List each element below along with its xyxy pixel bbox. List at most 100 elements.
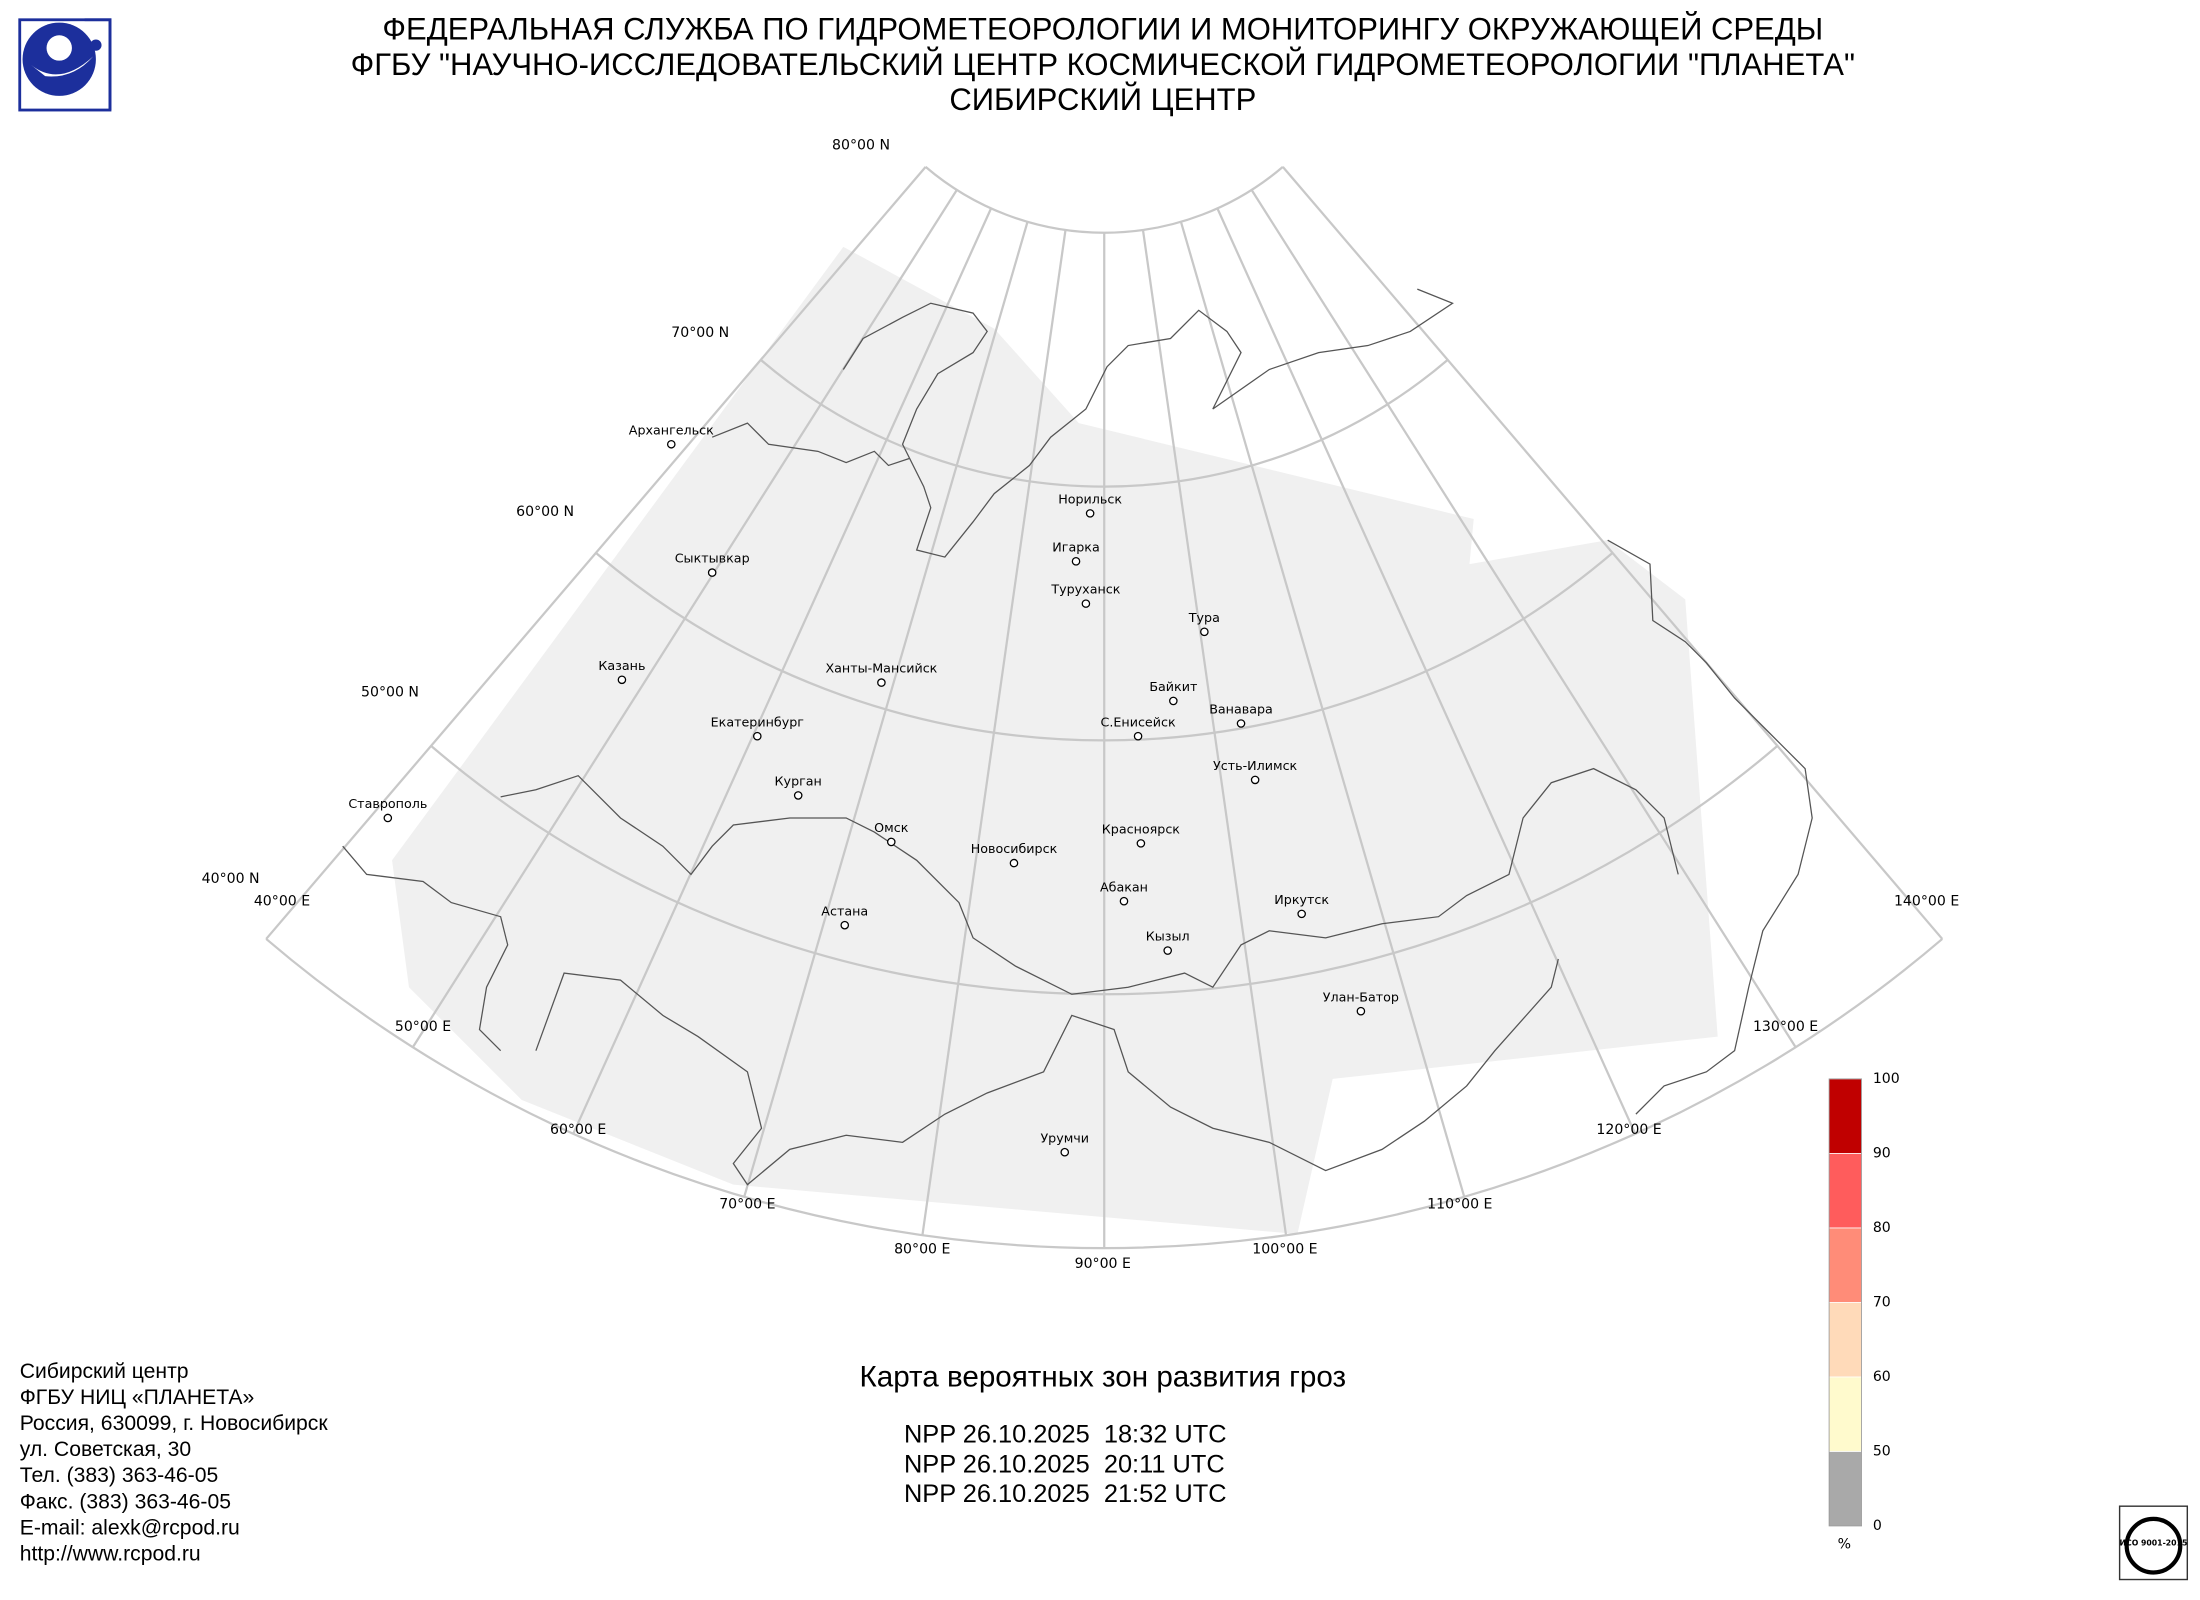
city-marker — [1356, 1006, 1366, 1016]
meridian-line — [1141, 229, 1288, 1236]
legend-frame — [1828, 1078, 1862, 1527]
meridian-line — [265, 166, 927, 940]
legend-tick-label: 0 — [1873, 1518, 1882, 1534]
city-label: Байкит — [1149, 679, 1198, 694]
city-label: Сыктывкар — [675, 551, 750, 566]
city-marker — [1250, 775, 1260, 785]
meridian-label: 130°00 E — [1753, 1019, 1818, 1035]
header-line: СИБИРСКИЙ ЦЕНТР — [949, 81, 1256, 117]
city-marker — [383, 813, 393, 823]
meridian-line — [1281, 166, 1944, 940]
header: ФЕДЕРАЛЬНАЯ СЛУЖБА ПО ГИДРОМЕТЕОРОЛОГИИ … — [351, 11, 1855, 118]
meridian-label: 120°00 E — [1596, 1122, 1661, 1138]
city-marker — [707, 568, 717, 577]
legend-swatch — [1828, 1451, 1862, 1527]
legend-swatch — [1828, 1227, 1862, 1303]
meridian-line — [1179, 221, 1466, 1198]
city-marker — [793, 791, 803, 800]
meridian-label: 70°00 E — [719, 1197, 775, 1213]
product-title: Карта вероятных зон развития гроз — [860, 1360, 1347, 1393]
meridian-line — [1250, 189, 1797, 1048]
legend-swatch — [1828, 1153, 1862, 1229]
iso-logo: ИСО 9001-2015 — [2118, 1505, 2189, 1581]
pass-time: NPP 26.10.2025 20:11 UTC — [904, 1450, 1225, 1478]
meridian-line — [572, 207, 993, 1135]
city-label: С.Енисейск — [1101, 714, 1176, 729]
meridian-line — [411, 189, 958, 1048]
city-label: Усть-Илимск — [1213, 758, 1298, 773]
city-label: Туруханск — [1050, 582, 1120, 597]
meridian-label: 90°00 E — [1075, 1256, 1131, 1272]
city-marker — [753, 731, 762, 741]
city-label: Иркутск — [1274, 892, 1329, 907]
city-marker — [1060, 1147, 1070, 1157]
header-line: ФЕДЕРАЛЬНАЯ СЛУЖБА ПО ГИДРОМЕТЕОРОЛОГИИ … — [382, 11, 1823, 47]
city-label: Архангельск — [629, 422, 714, 437]
parallel-line — [924, 165, 1284, 234]
meridian-line — [1216, 207, 1637, 1135]
meridian-label: 80°00 E — [894, 1242, 950, 1258]
city-label: Ханты-Мансийск — [825, 661, 937, 676]
header-line: ФГБУ "НАУЧНО-ИССЛЕДОВАТЕЛЬСКИЙ ЦЕНТР КОС… — [351, 46, 1855, 82]
city-marker — [1071, 557, 1081, 566]
city-label: Тура — [1188, 610, 1220, 625]
pass-time: NPP 26.10.2025 21:52 UTC — [904, 1480, 1227, 1508]
city-label: Ставрополь — [348, 796, 427, 811]
meridian-line — [743, 221, 1029, 1198]
parallel-label: 60°00 N — [516, 504, 574, 520]
parallel-label: 70°00 N — [671, 325, 729, 341]
legend-unit: % — [1838, 1536, 1851, 1552]
meridian-label: 60°00 E — [550, 1122, 606, 1138]
city-label: Игарка — [1052, 539, 1099, 554]
legend-tick-label: 80 — [1873, 1220, 1891, 1236]
city-label: Красноярск — [1102, 821, 1181, 836]
borders — [342, 288, 1813, 1186]
city-label: Норильск — [1058, 491, 1122, 506]
logo — [18, 18, 112, 112]
city-marker — [1297, 909, 1306, 919]
contact-line: ФГБУ НИЦ «ПЛАНЕТА» — [20, 1386, 255, 1409]
contact-line: Тел. (383) 363-46-05 — [20, 1464, 218, 1487]
meridian-line — [921, 229, 1067, 1236]
city-label: Урумчи — [1040, 1130, 1089, 1145]
city-label: Абакан — [1100, 879, 1148, 894]
city-label: Астана — [821, 903, 868, 918]
parallel-label: 40°00 N — [202, 871, 260, 887]
city-marker — [666, 439, 676, 449]
contacts: Сибирский центр ФГБУ НИЦ «ПЛАНЕТА» Россия,… — [20, 1360, 329, 1566]
city-label: Казань — [598, 658, 645, 673]
graticule: 80°00 N 70°00 N 60°00 N 50°00 N 40°00 N 40°00… — [202, 138, 1960, 1272]
parallel-label: 80°00 N — [832, 138, 890, 154]
legend-swatch — [1828, 1376, 1862, 1452]
meridian-label: 140°00 E — [1894, 893, 1959, 909]
contact-line: E-mail: alexk@rcpod.ru — [20, 1516, 240, 1539]
city-marker — [1119, 896, 1129, 906]
city-label: Курган — [775, 774, 822, 789]
city-marker — [1009, 858, 1019, 868]
legend-swatch — [1828, 1078, 1862, 1154]
city-marker — [617, 675, 627, 685]
meridian-label: 50°00 E — [395, 1019, 451, 1035]
city-marker — [1081, 599, 1091, 608]
pass-time: NPP 26.10.2025 18:32 UTC — [904, 1421, 1227, 1449]
city-marker — [1163, 946, 1172, 955]
meridian-label: 40°00 E — [254, 893, 310, 909]
legend-tick-label: 60 — [1873, 1369, 1891, 1385]
city-marker — [1200, 627, 1209, 637]
city-marker — [1136, 839, 1146, 848]
city-label: Новосибирск — [971, 841, 1058, 856]
meridian-label: 110°00 E — [1427, 1197, 1492, 1213]
legend-tick-label: 90 — [1873, 1146, 1891, 1162]
legend: 0 50 60 70 80 90 100% — [1828, 1071, 1900, 1552]
iso-label: ИСО 9001-2015 — [2120, 1539, 2188, 1548]
coverage-area — [392, 246, 1718, 1235]
city-label: Ванавара — [1209, 702, 1273, 717]
contact-line: Сибирский центр — [20, 1360, 189, 1383]
meridian-label: 100°00 E — [1252, 1242, 1317, 1258]
city-marker — [1236, 719, 1246, 728]
city-marker — [1085, 509, 1095, 518]
legend-tick-label: 70 — [1873, 1295, 1891, 1311]
contact-line: Россия, 630099, г. Новосибирск — [20, 1412, 329, 1435]
